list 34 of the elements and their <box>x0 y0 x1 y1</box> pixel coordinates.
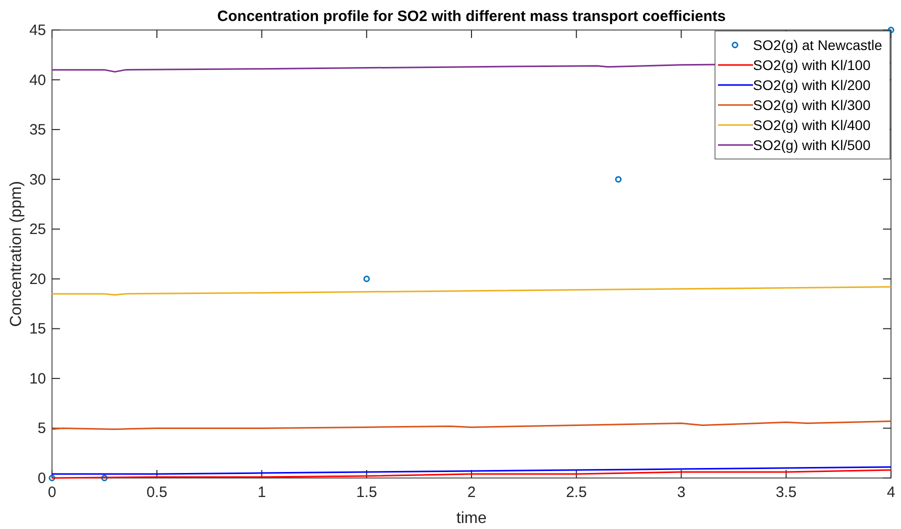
y-tick-label: 40 <box>29 72 46 89</box>
y-tick-label: 15 <box>29 320 46 338</box>
y-tick-label: 35 <box>29 122 46 139</box>
chart-title: Concentration profile for SO2 with different mass transport coefficients <box>217 8 726 25</box>
y-tick-label: 10 <box>29 370 46 388</box>
x-tick-label: 3.5 <box>776 484 797 501</box>
line-series <box>51 420 892 430</box>
y-axis-title: Concentration (ppm) <box>8 181 25 327</box>
y-tick-label: 0 <box>38 470 46 487</box>
legend-label: SO2(g) with Kl/500 <box>753 137 871 153</box>
point <box>48 474 56 482</box>
y-tick-label: 45 <box>29 22 46 39</box>
legend-label: SO2(g) with Kl/300 <box>753 97 871 113</box>
y-tick-label: 5 <box>38 420 46 438</box>
x-tick-label: 0.5 <box>146 484 168 501</box>
x-axis-title: time <box>456 510 487 527</box>
line-series <box>51 286 892 296</box>
x-tick-label: 2.5 <box>566 484 587 501</box>
x-tick-label: 2 <box>467 484 476 501</box>
point <box>888 26 894 34</box>
x-tick-label: 1.5 <box>356 484 378 501</box>
legend-label: SO2(g) with Kl/100 <box>753 57 871 73</box>
point <box>101 474 108 482</box>
legend-label: SO2(g) with Kl/400 <box>753 117 871 133</box>
x-tick-label: 4 <box>886 484 896 501</box>
point <box>363 276 370 282</box>
legend-label: SO2(g) with Kl/200 <box>753 77 871 93</box>
point <box>615 176 622 183</box>
legend-label: SO2(g) at Newcastle <box>753 37 882 53</box>
x-tick-label: 3 <box>677 484 686 501</box>
y-tick-label: 25 <box>29 221 46 238</box>
y-tick-label: 30 <box>29 171 46 188</box>
y-tick-label: 20 <box>29 270 46 288</box>
x-tick-label: 1 <box>258 484 266 501</box>
